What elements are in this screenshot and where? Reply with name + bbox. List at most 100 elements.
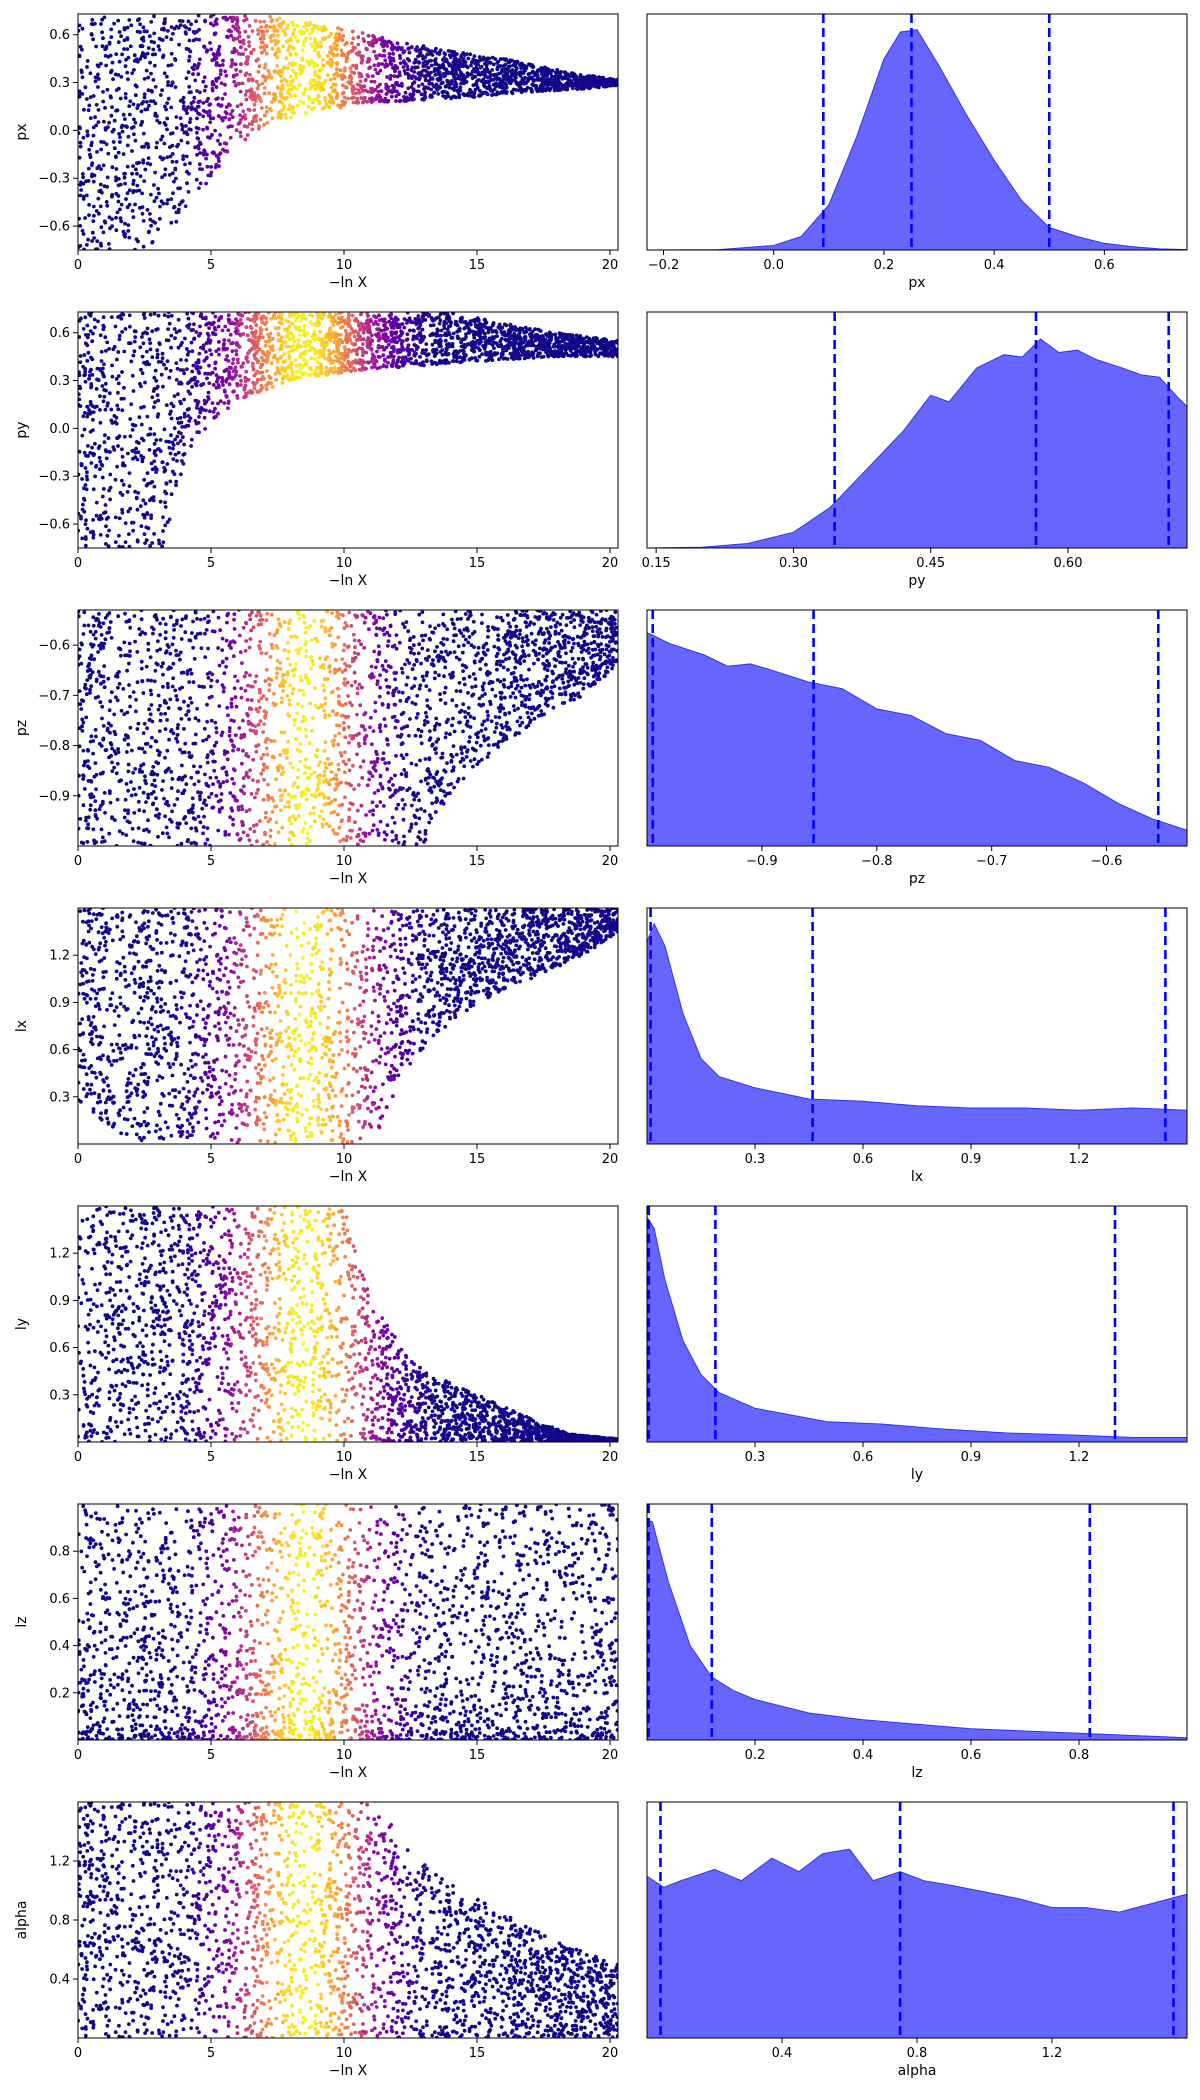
scatter-point (353, 46, 357, 50)
scatter-point (80, 92, 85, 96)
scatter-point (320, 36, 325, 41)
scatter-point (82, 496, 86, 501)
scatter-point (605, 82, 610, 87)
scatter-point (128, 434, 133, 439)
scatter-point (318, 40, 323, 45)
scatter-point (505, 343, 510, 347)
scatter-point (428, 333, 433, 338)
scatter-point (423, 85, 428, 89)
scatter-point (223, 82, 227, 87)
scatter-point (114, 178, 118, 183)
scatter-point (125, 47, 130, 51)
scatter-point (538, 342, 543, 347)
scatter-point (284, 56, 289, 61)
scatter-point (134, 189, 139, 193)
scatter-point (184, 76, 189, 81)
scatter-point (218, 68, 223, 73)
scatter-point (420, 314, 425, 319)
scatter-point (466, 56, 471, 61)
scatter-point (101, 327, 106, 332)
scatter-point (123, 92, 128, 96)
scatter-point (107, 391, 112, 396)
scatter-point (317, 355, 322, 359)
scatter-point (209, 170, 214, 175)
scatter-point (433, 62, 438, 67)
scatter-point (127, 188, 132, 193)
scatter-point (279, 112, 284, 117)
scatter-point (194, 19, 199, 24)
scatter-point (146, 88, 151, 93)
scatter-point (570, 74, 575, 79)
scatter-point (312, 23, 317, 28)
scatter-point (392, 318, 396, 323)
scatter-point (319, 367, 324, 371)
scatter-point (388, 61, 393, 66)
scatter-point (161, 540, 166, 545)
scatter-point (243, 14, 248, 18)
scatter-point (427, 59, 432, 63)
scatter-point (173, 85, 178, 89)
scatter-point (598, 346, 603, 351)
scatter-point (115, 108, 120, 113)
scatter-point (500, 80, 505, 85)
scatter-point (289, 361, 294, 365)
scatter-point (141, 35, 146, 40)
scatter-point (492, 87, 497, 92)
scatter-point (169, 197, 174, 202)
scatter-point (406, 343, 411, 348)
scatter-point (256, 28, 260, 32)
scatter-point (252, 116, 256, 121)
scatter-point (256, 312, 261, 316)
scatter-point (176, 392, 180, 397)
scatter-point (333, 339, 338, 344)
scatter-point (351, 359, 356, 364)
scatter-point (134, 167, 138, 172)
scatter-point (316, 27, 321, 31)
scatter-point (231, 357, 236, 362)
scatter-point (422, 93, 427, 98)
scatter-point (459, 340, 463, 345)
scatter-point (534, 84, 539, 88)
scatter-point (377, 99, 382, 104)
scatter-point (324, 27, 328, 32)
scatter-point (347, 318, 351, 322)
scatter-point (269, 347, 274, 352)
scatter-point (237, 120, 242, 125)
scatter-point (506, 329, 511, 334)
scatter-point (280, 335, 284, 339)
scatter-point (168, 412, 172, 416)
scatter-point (137, 17, 142, 21)
scatter-point (436, 315, 441, 320)
scatter-point (186, 47, 191, 52)
scatter-point (230, 61, 235, 66)
scatter-point (217, 352, 221, 357)
scatter-point (581, 86, 586, 91)
scatter-point (139, 384, 143, 389)
scatter-point (142, 92, 147, 97)
scatter-point (333, 35, 338, 40)
scatter-point (108, 472, 113, 477)
scatter-point (167, 439, 171, 444)
scatter-point (506, 65, 511, 69)
scatter-point (498, 64, 503, 68)
scatter-point (266, 312, 271, 315)
scatter-point (83, 315, 88, 320)
scatter-point (152, 387, 157, 391)
scatter-point (116, 40, 121, 44)
scatter-point (158, 216, 162, 221)
scatter-point (112, 118, 117, 123)
scatter-point (483, 61, 487, 66)
scatter-point (472, 335, 477, 340)
scatter-point (402, 317, 407, 321)
scatter-point (106, 125, 110, 130)
scatter-point (436, 76, 441, 81)
scatter-point (392, 88, 396, 92)
scatter-point (284, 79, 289, 84)
scatter-point (117, 132, 121, 136)
scatter-point (245, 377, 249, 382)
scatter-point (394, 94, 399, 99)
scatter-point (226, 376, 231, 380)
scatter-point (169, 131, 173, 136)
scatter-point (95, 150, 99, 154)
scatter-point (78, 397, 82, 402)
